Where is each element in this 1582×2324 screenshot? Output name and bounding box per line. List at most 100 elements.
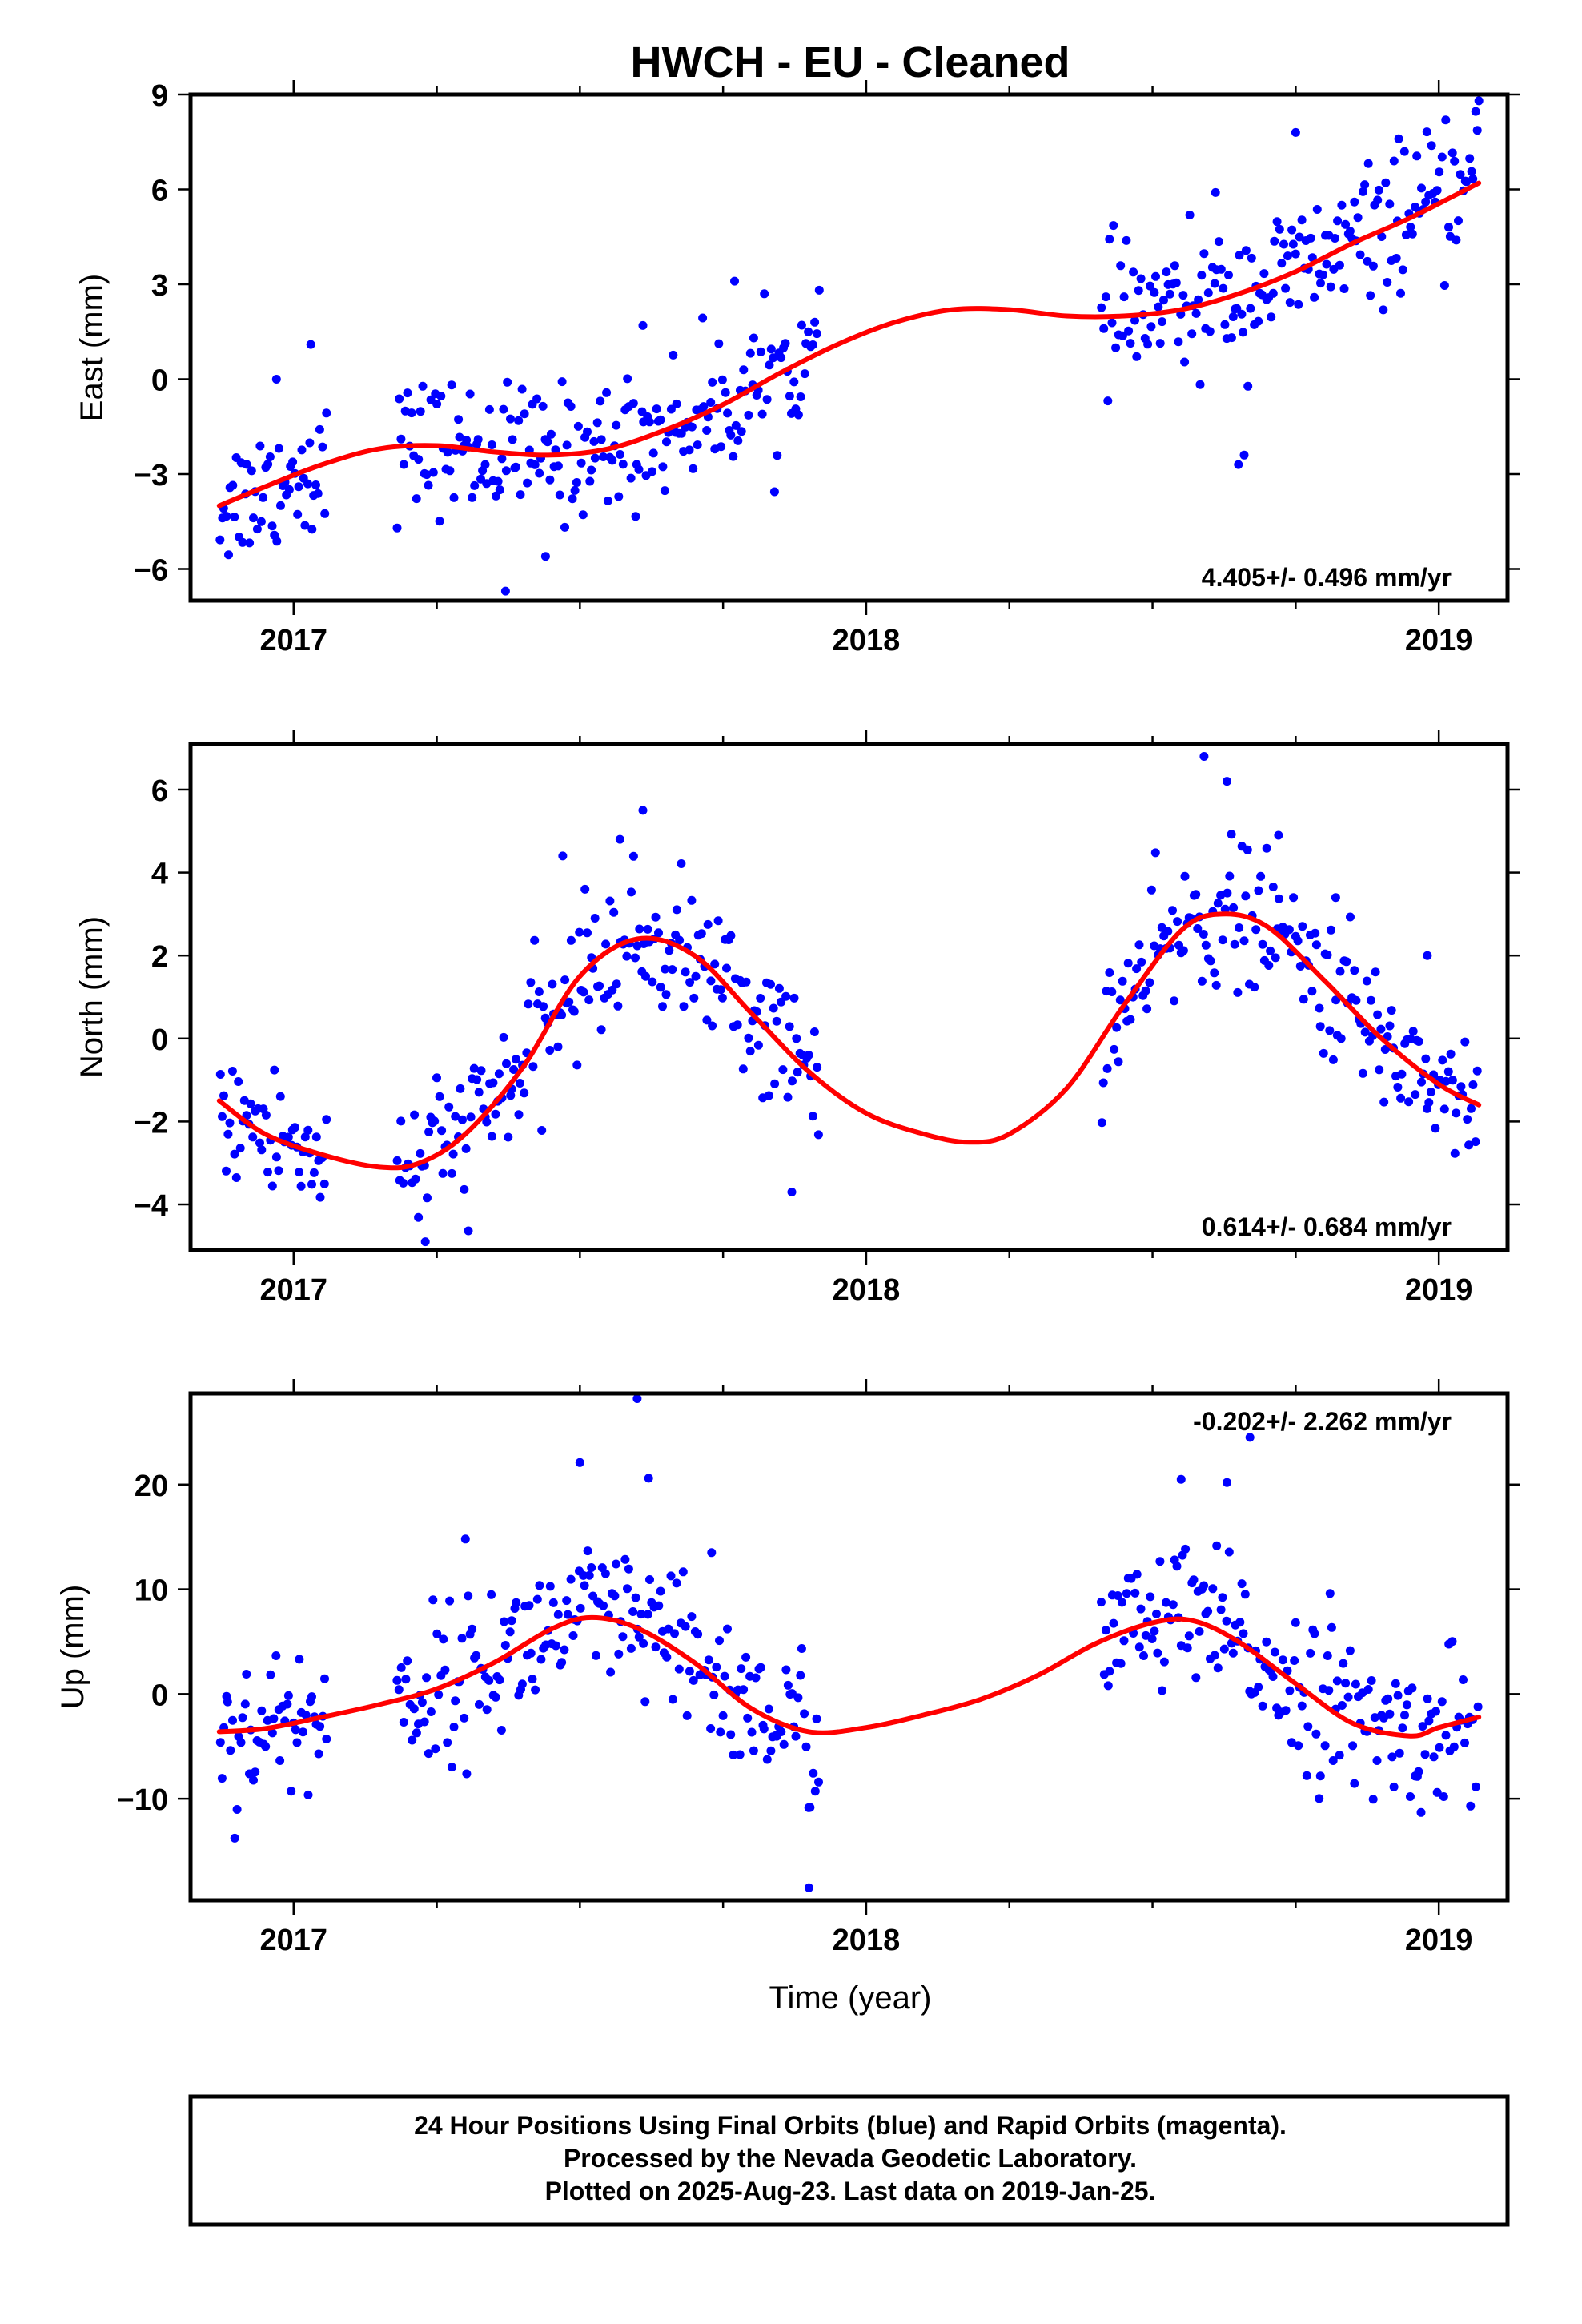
up-data-point: [271, 1651, 280, 1660]
east-data-point: [318, 443, 327, 452]
north-data-point: [575, 928, 584, 937]
up-data-point: [1262, 1638, 1271, 1647]
north-data-point: [790, 994, 799, 1003]
north-data-point: [268, 1182, 277, 1191]
up-data-point: [401, 1675, 410, 1683]
east-data-point: [685, 445, 694, 454]
north-data-point: [248, 1132, 257, 1141]
up-data-point: [1225, 1548, 1234, 1557]
east-data-point: [1242, 246, 1251, 255]
east-data-point: [1440, 281, 1449, 290]
up-data-point: [1097, 1598, 1106, 1606]
east-data-point: [516, 490, 525, 499]
north-data-point: [1099, 1079, 1108, 1088]
east-data-point: [1186, 211, 1195, 219]
north-data-point: [488, 1132, 496, 1141]
east-data-point: [1454, 216, 1463, 225]
up-data-point: [569, 1631, 578, 1640]
east-data-point: [1174, 337, 1182, 346]
north-data-point: [1198, 977, 1207, 986]
up-data-point: [1153, 1649, 1162, 1658]
north-x-tick-label: 2018: [833, 1273, 901, 1307]
east-data-point: [773, 451, 781, 460]
north-data-point: [1240, 936, 1249, 945]
up-data-point: [322, 1735, 331, 1743]
north-data-point: [303, 1126, 312, 1135]
east-data-point: [416, 407, 425, 416]
north-data-point: [788, 1188, 797, 1196]
east-data-point: [307, 525, 316, 533]
east-data-point: [285, 485, 294, 494]
up-data-point: [554, 1610, 563, 1619]
east-data-point: [429, 468, 438, 477]
up-data-point: [440, 1666, 449, 1675]
north-panel: 2017 2018 2019−4−20246North (mm)0.614+/- 0…: [74, 730, 1520, 1307]
east-data-point: [1254, 317, 1263, 326]
north-data-point: [432, 1073, 441, 1082]
up-data-point: [1223, 1617, 1231, 1626]
north-data-point: [1223, 777, 1231, 786]
east-data-point: [506, 415, 515, 424]
north-data-point: [785, 1022, 794, 1031]
east-data-point: [1137, 275, 1146, 283]
north-data-point: [295, 1168, 303, 1176]
up-data-point: [811, 1787, 820, 1795]
up-data-point: [1218, 1593, 1227, 1602]
north-data-point: [222, 1167, 231, 1176]
east-data-point: [1408, 230, 1417, 239]
up-data-point: [1335, 1751, 1344, 1759]
north-data-point: [1411, 1090, 1419, 1099]
up-data-point: [216, 1738, 225, 1747]
east-data-point: [1379, 305, 1387, 314]
north-data-point: [1386, 1022, 1395, 1031]
north-data-point: [1256, 872, 1265, 881]
east-data-point: [718, 376, 727, 384]
up-data-point: [612, 1560, 620, 1569]
east-data-point: [649, 448, 658, 457]
east-data-point: [508, 435, 517, 444]
north-data-point: [1298, 922, 1307, 931]
north-data-point: [1181, 872, 1190, 881]
north-data-point: [1316, 1022, 1325, 1031]
east-data-point: [322, 408, 331, 417]
north-data-point: [681, 967, 690, 976]
up-data-point: [1391, 1679, 1400, 1688]
up-data-point: [1241, 1590, 1250, 1598]
north-data-point: [424, 1128, 433, 1136]
up-data-point: [1282, 1706, 1291, 1715]
north-data-point: [773, 1017, 781, 1026]
up-data-point: [451, 1696, 460, 1705]
north-data-point: [1241, 891, 1250, 900]
north-y-tick-label: 6: [151, 774, 168, 808]
east-data-point: [770, 488, 779, 497]
north-data-point: [410, 1111, 419, 1120]
east-data-point: [257, 517, 266, 526]
east-data-point: [1396, 289, 1405, 298]
east-data-point: [723, 408, 732, 417]
east-data-point: [1108, 319, 1117, 328]
footer-line-3: Plotted on 2025-Aug-23. Last data on 201…: [545, 2177, 1156, 2205]
east-data-point: [583, 428, 592, 436]
north-data-point: [654, 928, 663, 937]
north-data-point: [1285, 925, 1294, 934]
east-data-point: [1385, 199, 1394, 208]
east-data-point: [645, 417, 654, 426]
timeseries-figure: HWCH - EU - Cleaned 2017 2018 2019−6−30369…: [0, 0, 1582, 2324]
north-data-point: [742, 978, 751, 987]
up-data-point: [1414, 1767, 1423, 1776]
up-data-point: [1148, 1634, 1157, 1643]
north-data-point: [1312, 940, 1321, 949]
up-data-point: [584, 1546, 592, 1555]
east-data-point: [809, 340, 817, 349]
east-data-point: [481, 460, 490, 469]
east-data-point: [1291, 128, 1300, 137]
east-data-point: [514, 416, 523, 425]
east-data-point: [1473, 126, 1482, 135]
east-data-point: [518, 385, 527, 394]
north-data-point: [584, 995, 593, 1004]
north-data-point: [1438, 1055, 1447, 1064]
north-data-point: [706, 976, 715, 985]
east-data-point: [1375, 186, 1383, 195]
north-data-point: [1319, 1049, 1328, 1058]
east-data-point: [1390, 157, 1399, 166]
